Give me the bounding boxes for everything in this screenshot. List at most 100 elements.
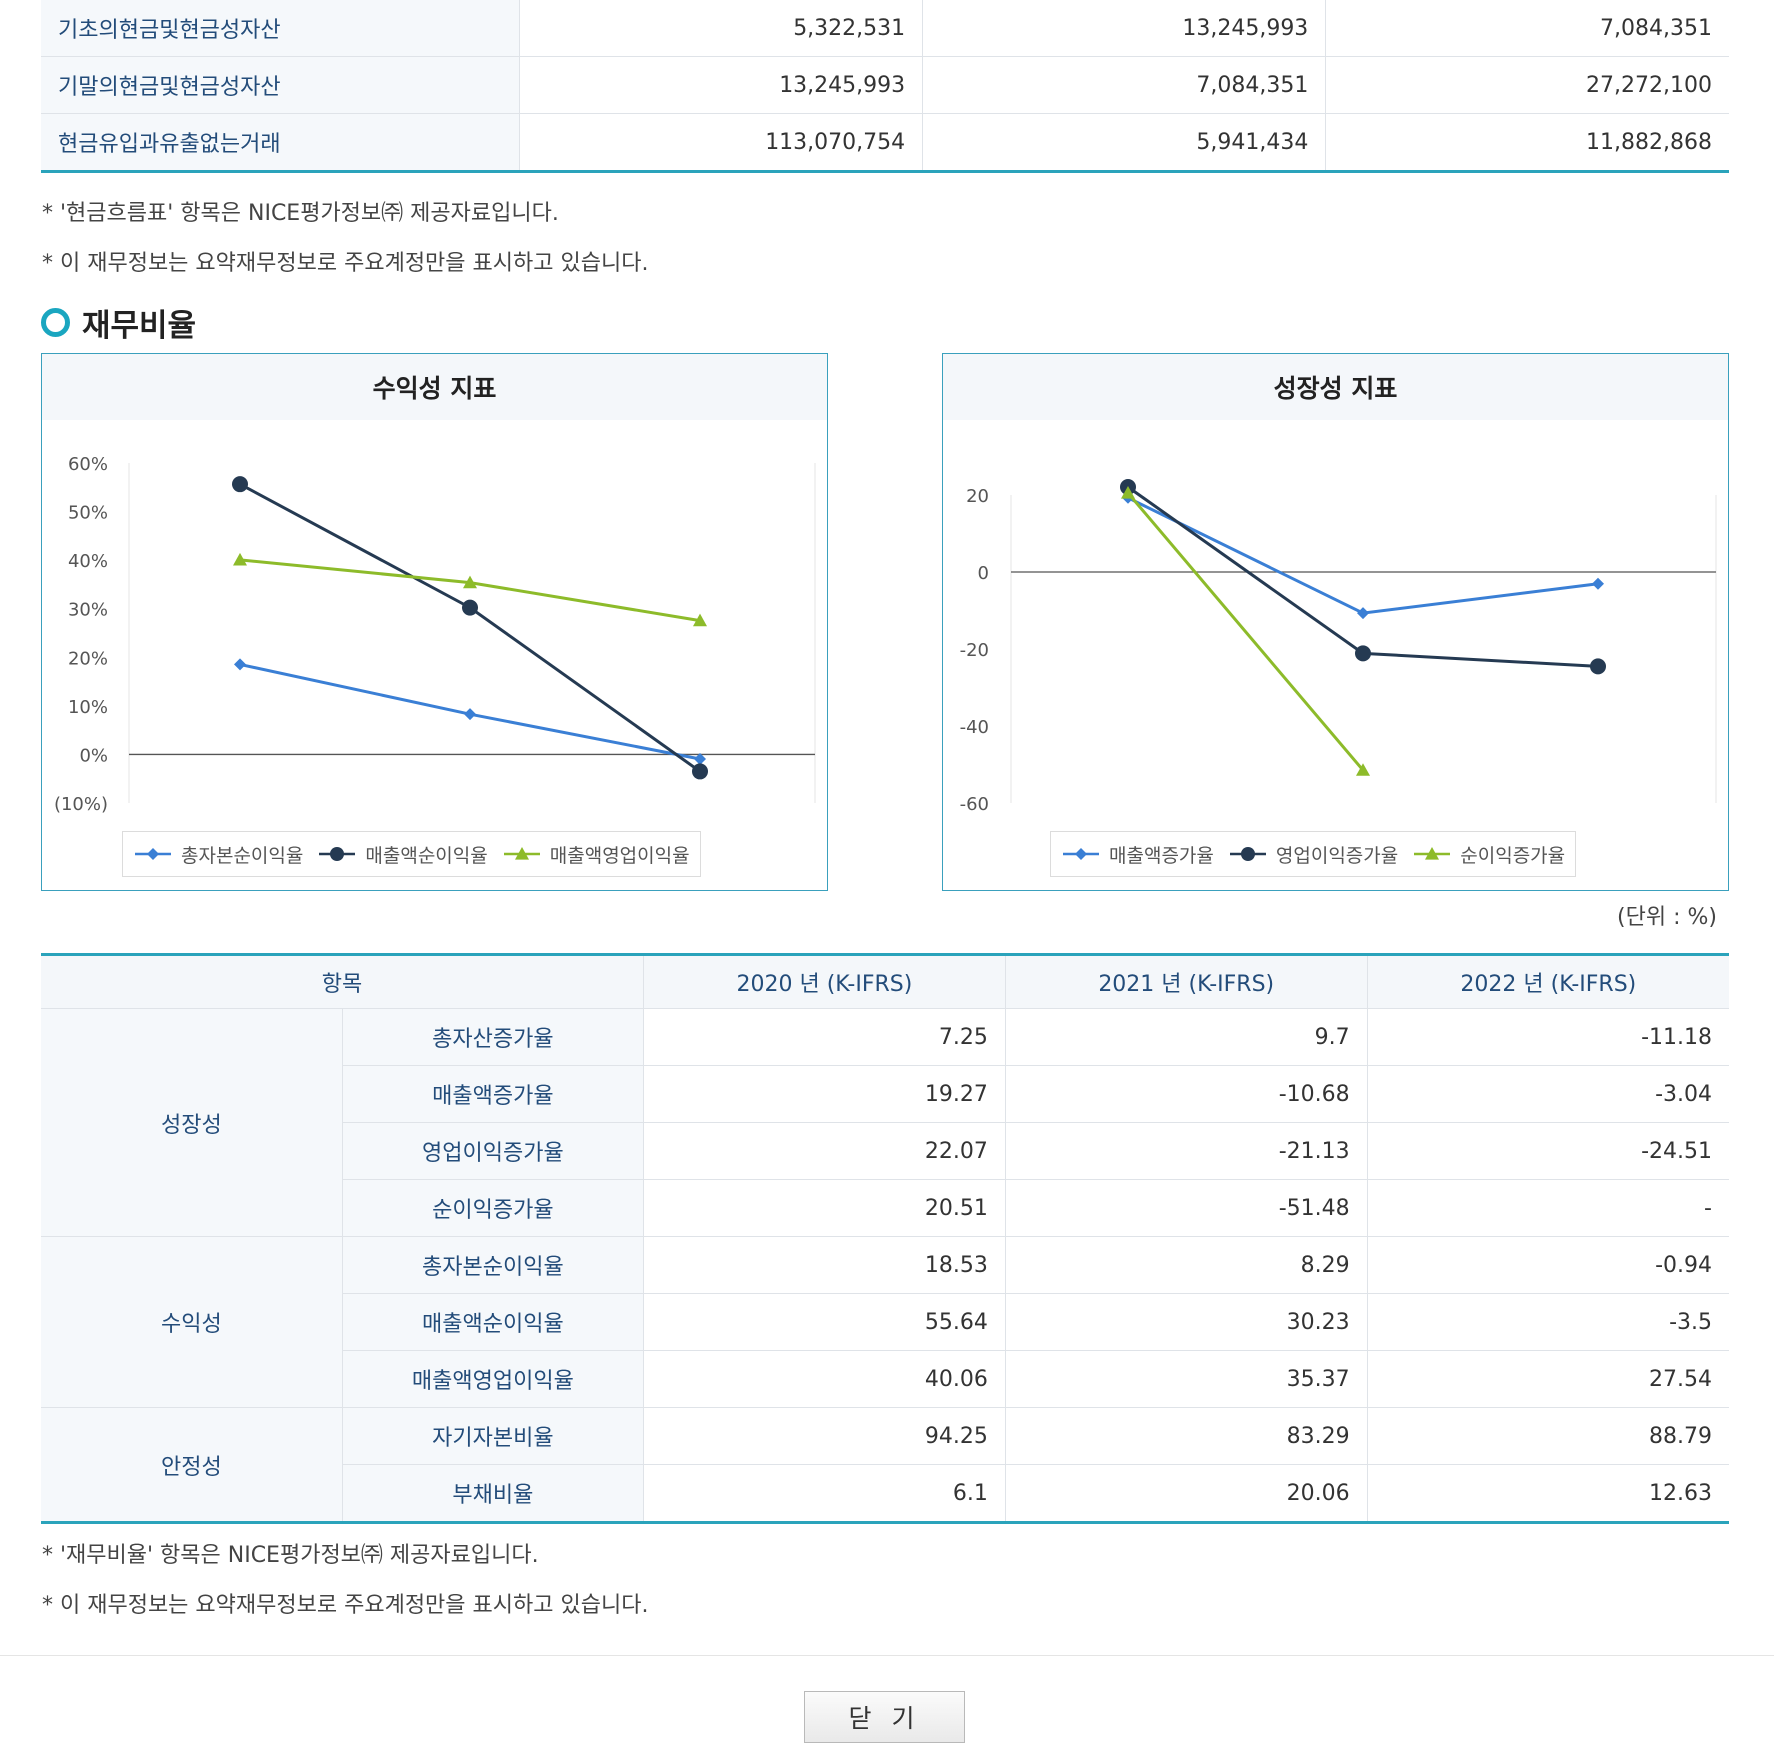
y-tick-label: -20 <box>960 640 989 661</box>
legend-marker-icon <box>319 847 356 861</box>
legend-item: 매출액순이익율 <box>317 841 488 868</box>
cell-value: 83.29 <box>1005 1407 1368 1465</box>
table-row: 영업이익증가율 22.07 -21.13 -24.51 <box>41 1122 1729 1180</box>
table-row: 성장성 총자산증가율 7.25 9.7 -11.18 <box>41 1008 1729 1237</box>
row-label: 기말의현금및현금성자산 <box>41 56 520 114</box>
data-point <box>692 763 708 780</box>
section-heading: 재무비율 <box>41 300 196 345</box>
cell-value: 27.54 <box>1367 1350 1729 1408</box>
table-row: 수익성 총자본순이익율 18.53 8.29 -0.94 <box>41 1236 1729 1408</box>
table-row: 기말의현금및현금성자산 13,245,993 7,084,351 27,272,… <box>41 56 1729 114</box>
chart-legend: 총자본순이익율 매출액순이익율 매출액영업이익율 <box>122 831 701 877</box>
profitability-chart-plot: 60%50%40%30%20%10%0%(10%)2020 (전전전기)2021… <box>54 454 816 815</box>
legend-marker-icon <box>1229 847 1266 861</box>
cell-value: 55.64 <box>643 1293 1006 1351</box>
data-point <box>1356 763 1370 776</box>
row-label: 기초의현금및현금성자산 <box>41 0 520 57</box>
chart-legend: 매출액증가율 영업이익증가율 순이익증가율 <box>1050 831 1577 877</box>
table-row: 기초의현금및현금성자산 5,322,531 13,245,993 7,084,3… <box>41 0 1729 57</box>
cell-value: 20.51 <box>643 1179 1006 1237</box>
data-point <box>1357 607 1369 620</box>
data-point <box>232 476 248 493</box>
data-point <box>693 613 707 627</box>
row-label: 현금유입과유출없는거래 <box>41 113 520 173</box>
data-point <box>694 752 706 765</box>
cell-value: 40.06 <box>643 1350 1006 1408</box>
legend-item: 매출액증가율 <box>1061 841 1214 868</box>
header-year: 2021 년 (K-IFRS) <box>1005 954 1368 1009</box>
legend-label: 매출액영업이익율 <box>549 844 690 867</box>
legend-marker-icon <box>135 848 171 860</box>
y-tick-label: 0% <box>79 745 108 766</box>
growth-chart: 성장성 지표 200-20-40-602020 (전전전기)2021 (전전기)… <box>942 353 1729 891</box>
series-line <box>1127 496 1599 615</box>
item-cell: 매출액증가율 <box>342 1065 645 1123</box>
table-row: 현금유입과유출없는거래 113,070,754 5,941,434 11,882… <box>41 113 1729 173</box>
category-cell: 수익성 <box>41 1236 343 1408</box>
y-tick-label: 10% <box>68 697 108 718</box>
close-button[interactable]: 닫 기 <box>804 1691 965 1743</box>
legend-item: 매출액영업이익율 <box>502 841 690 868</box>
chart-title: 성장성 지표 <box>943 354 1728 420</box>
data-point <box>1121 486 1135 499</box>
cell-value: -51.48 <box>1005 1179 1368 1237</box>
cell-value: 5,322,531 <box>519 0 924 57</box>
item-cell: 매출액순이익율 <box>342 1293 645 1351</box>
y-tick-label: 40% <box>68 551 108 572</box>
data-point <box>234 658 246 671</box>
section-title: 재무비율 <box>82 308 197 344</box>
y-tick-label: (10%) <box>54 794 108 815</box>
legend-marker <box>1075 848 1087 860</box>
item-cell: 총자본순이익율 <box>342 1236 645 1294</box>
cell-value: - <box>1367 1179 1729 1237</box>
cell-value: 13,245,993 <box>922 0 1327 57</box>
y-tick-label: 0 <box>978 563 989 584</box>
ratio-summary-note: * 이 재무정보는 요약재무정보로 주요계정만을 표시하고 있습니다. <box>42 1593 649 1618</box>
y-tick-label: 60% <box>68 454 108 475</box>
cell-value: -11.18 <box>1367 1008 1729 1066</box>
cell-value: 113,070,754 <box>519 113 924 173</box>
cell-value: 94.25 <box>643 1407 1006 1465</box>
y-tick-label: 50% <box>68 503 108 524</box>
cashflow-source-note: * '현금흐름표' 항목은 NICE평가정보㈜ 제공자료입니다. <box>42 201 559 226</box>
legend-item: 순이익증가율 <box>1412 841 1565 868</box>
table-row: 순이익증가율 20.51 -51.48 - <box>41 1179 1729 1237</box>
ratio-source-note: * '재무비율' 항목은 NICE평가정보㈜ 제공자료입니다. <box>42 1543 539 1568</box>
series-line <box>239 482 701 773</box>
table-header-row: 항목 2020 년 (K-IFRS) 2021 년 (K-IFRS) 2022 … <box>41 954 1729 1009</box>
item-cell: 영업이익증가율 <box>342 1122 645 1180</box>
legend-marker <box>330 847 345 861</box>
data-point <box>462 599 478 616</box>
cell-value: 11,882,868 <box>1325 113 1729 173</box>
y-tick-label: -60 <box>960 794 989 815</box>
table-row: 매출액순이익율 55.64 30.23 -3.5 <box>41 1293 1729 1351</box>
cell-value: 7.25 <box>643 1008 1006 1066</box>
unit-label: (단위 : %) <box>1617 905 1717 930</box>
item-cell: 자기자본비율 <box>342 1407 645 1465</box>
legend-item: 총자본순이익율 <box>133 841 303 868</box>
financial-ratio-table: 항목 2020 년 (K-IFRS) 2021 년 (K-IFRS) 2022 … <box>41 953 1729 1524</box>
cell-value: 7,084,351 <box>922 56 1327 114</box>
legend-label: 총자본순이익율 <box>181 844 304 867</box>
cell-value: 35.37 <box>1005 1350 1368 1408</box>
cell-value: 19.27 <box>643 1065 1006 1123</box>
legend-marker <box>1425 847 1440 860</box>
cashflow-table: 기초의현금및현금성자산 5,322,531 13,245,993 7,084,3… <box>41 0 1729 173</box>
cell-value: -3.5 <box>1367 1293 1729 1351</box>
cashflow-summary-note: * 이 재무정보는 요약재무정보로 주요계정만을 표시하고 있습니다. <box>42 251 649 276</box>
y-tick-label: -40 <box>960 717 989 738</box>
legend-marker <box>147 848 159 860</box>
data-point <box>1590 658 1606 675</box>
data-point <box>233 552 247 566</box>
cell-value: 30.23 <box>1005 1293 1368 1351</box>
cell-value: -0.94 <box>1367 1236 1729 1294</box>
cell-value: 9.7 <box>1005 1008 1368 1066</box>
cell-value: 12.63 <box>1367 1464 1729 1524</box>
cell-value: -24.51 <box>1367 1122 1729 1180</box>
circle-bullet-icon <box>41 308 70 337</box>
legend-label: 순이익증가율 <box>1460 844 1566 867</box>
cell-value: 7,084,351 <box>1325 0 1729 57</box>
header-item: 항목 <box>41 954 644 1009</box>
cell-value: -10.68 <box>1005 1065 1368 1123</box>
cell-value: 18.53 <box>643 1236 1006 1294</box>
